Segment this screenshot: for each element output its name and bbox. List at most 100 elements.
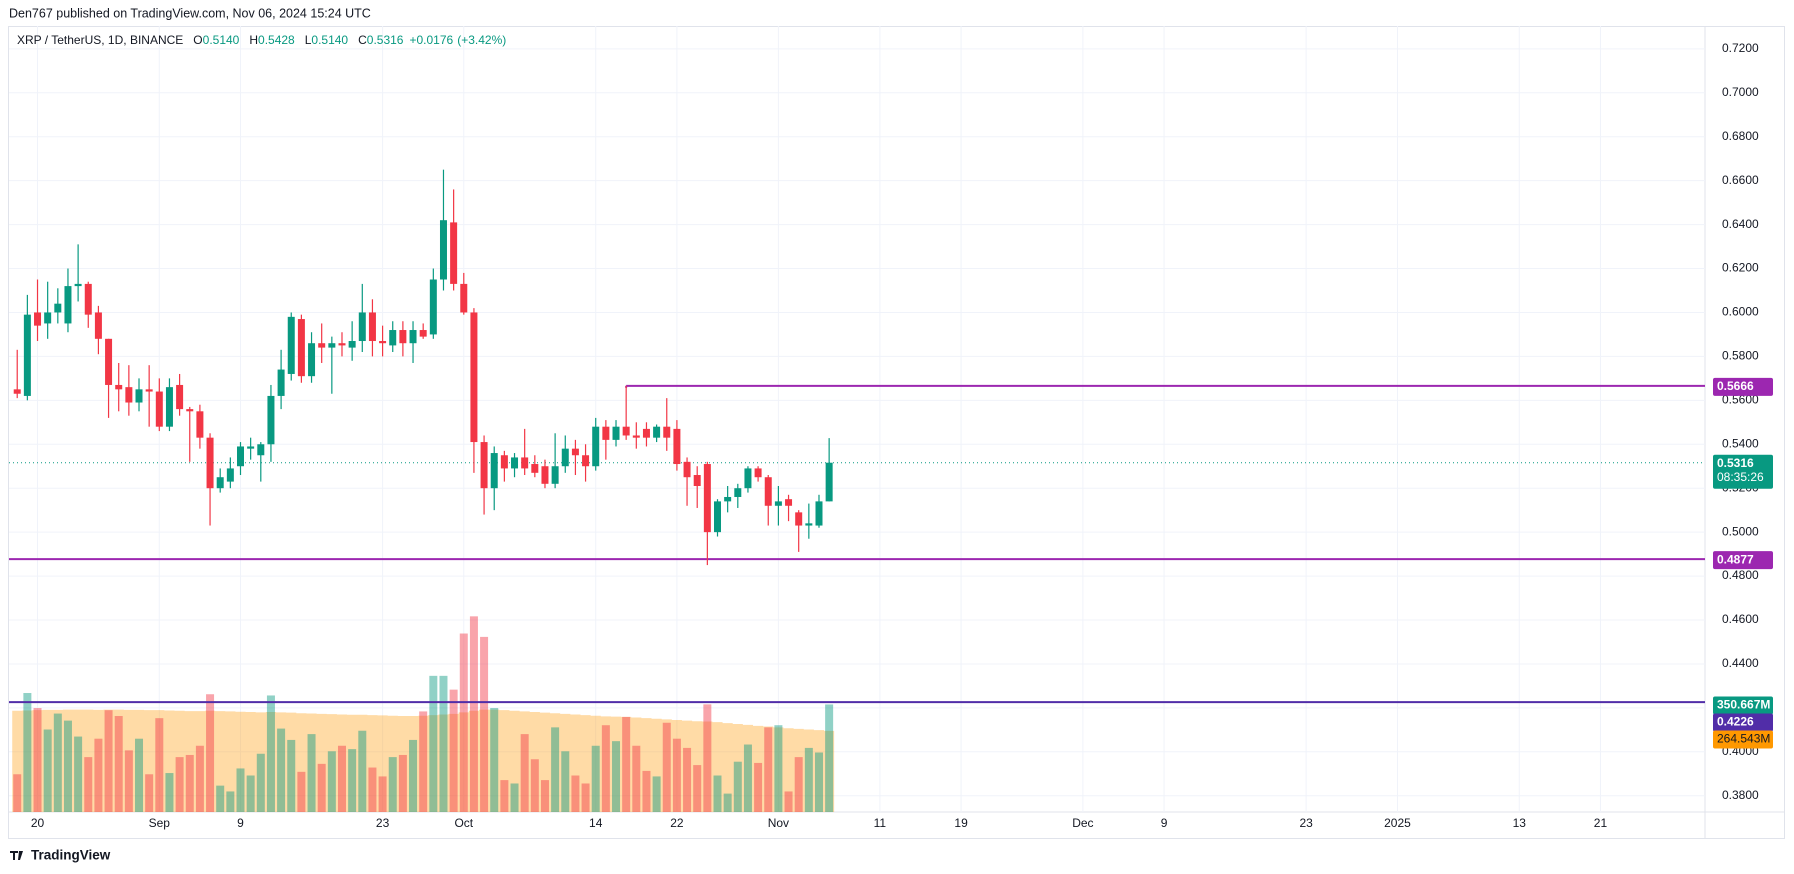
candle-body — [521, 457, 529, 469]
candle-body — [663, 426, 671, 438]
last-price-label-bg — [1713, 454, 1773, 489]
volume-bar — [683, 747, 692, 812]
candle-body — [805, 523, 813, 526]
x-tick-label: 23 — [376, 816, 390, 830]
candle-body — [795, 512, 803, 526]
footer-logo — [10, 851, 23, 860]
volume-bar — [53, 713, 62, 812]
candle-body — [206, 437, 214, 489]
legend-value: 0.5428 — [258, 33, 295, 47]
volume-bar — [764, 727, 773, 812]
candle-body — [734, 488, 742, 497]
volume-bar — [13, 774, 22, 812]
candle-body — [673, 428, 681, 465]
volume-bar — [145, 774, 154, 812]
volume-bar — [266, 695, 275, 812]
volume-bar — [652, 776, 661, 812]
y-tick-label: 0.6200 — [1722, 261, 1759, 275]
x-tick-label: 9 — [237, 816, 244, 830]
legend: XRP / TetherUS, 1D, BINANCE O0.5140 H0.542… — [17, 33, 506, 47]
volume-bar — [612, 741, 621, 812]
legend-value: 0.5140 — [203, 33, 240, 47]
volume-bar — [469, 616, 478, 812]
candle-body — [703, 464, 711, 533]
candle-body — [348, 341, 356, 348]
candle-body — [429, 279, 437, 335]
candle-body — [125, 387, 133, 403]
volume-bar — [23, 693, 32, 812]
candle-body — [379, 341, 387, 344]
volume-bar — [794, 757, 803, 812]
legend-value: 0.5316 — [367, 33, 404, 47]
volume-label: 350.667M — [1717, 698, 1770, 712]
candle-body — [592, 426, 600, 467]
volume-bar — [571, 775, 580, 812]
volume-bar — [124, 750, 133, 812]
candle-body — [226, 468, 234, 482]
volume-bar — [378, 776, 387, 812]
y-tick-label: 0.5800 — [1722, 349, 1759, 363]
frame — [8, 26, 1785, 839]
volume-bar — [784, 791, 793, 812]
volume-bar — [480, 636, 489, 812]
candle-body — [754, 468, 762, 478]
candle-body — [612, 426, 620, 440]
volume-bar — [713, 775, 722, 812]
candle-body — [287, 316, 295, 374]
volume-bar — [439, 675, 448, 812]
y-tick-label: 0.6000 — [1722, 305, 1759, 319]
candle-body — [297, 319, 305, 377]
volume-bar — [723, 793, 732, 812]
candle-body — [490, 453, 498, 489]
volume-bar — [246, 775, 255, 812]
volume-bar — [94, 738, 103, 812]
volume-bar — [804, 747, 813, 812]
volume-bar — [693, 765, 702, 812]
x-tick-label: Dec — [1072, 816, 1093, 830]
legend-key: O — [193, 33, 202, 47]
legend-key: C — [358, 33, 367, 47]
candle-body — [724, 496, 732, 502]
candle-body — [389, 330, 397, 346]
candle-body — [399, 330, 407, 344]
candle-body — [94, 312, 102, 339]
volume-bar — [368, 767, 377, 812]
y-tick-label: 0.4800 — [1722, 568, 1759, 582]
candle-body — [815, 501, 823, 526]
candle-body — [561, 448, 569, 467]
candle-body — [480, 442, 488, 489]
y-tick-label: 0.7200 — [1722, 41, 1759, 55]
candle-body — [44, 312, 52, 324]
candle-body — [135, 389, 143, 403]
volume-bar — [195, 745, 204, 812]
volume-bar — [317, 763, 326, 812]
volume-bar — [551, 727, 560, 812]
volume-bar — [540, 780, 549, 812]
volume-bar — [520, 734, 529, 812]
volume-bar — [561, 751, 570, 812]
x-tick-label: 23 — [1299, 816, 1313, 830]
candle-body — [216, 477, 224, 489]
candle-body — [582, 455, 590, 467]
volume-bar — [398, 754, 407, 812]
candle-body — [450, 222, 458, 284]
publisher: Den767 published on TradingView.com, Nov… — [9, 6, 371, 20]
candle-body — [653, 426, 661, 438]
candle-body — [358, 312, 366, 342]
legend-value: 0.5140 — [311, 33, 348, 47]
volume-bar — [591, 745, 600, 812]
volume-bar — [825, 704, 834, 812]
candle-body — [571, 448, 579, 456]
volume-bar — [743, 744, 752, 812]
volume-bar — [226, 791, 235, 812]
volume-bar — [500, 780, 509, 812]
candle-body — [470, 312, 478, 443]
y-tick-label: 0.4400 — [1722, 656, 1759, 670]
volume-bar — [175, 757, 184, 812]
volume-bar — [429, 675, 438, 812]
volume-bar — [388, 757, 397, 812]
volume-bar — [165, 773, 174, 812]
level-label-bg — [1713, 713, 1773, 732]
y-tick-label: 0.4600 — [1722, 612, 1759, 626]
